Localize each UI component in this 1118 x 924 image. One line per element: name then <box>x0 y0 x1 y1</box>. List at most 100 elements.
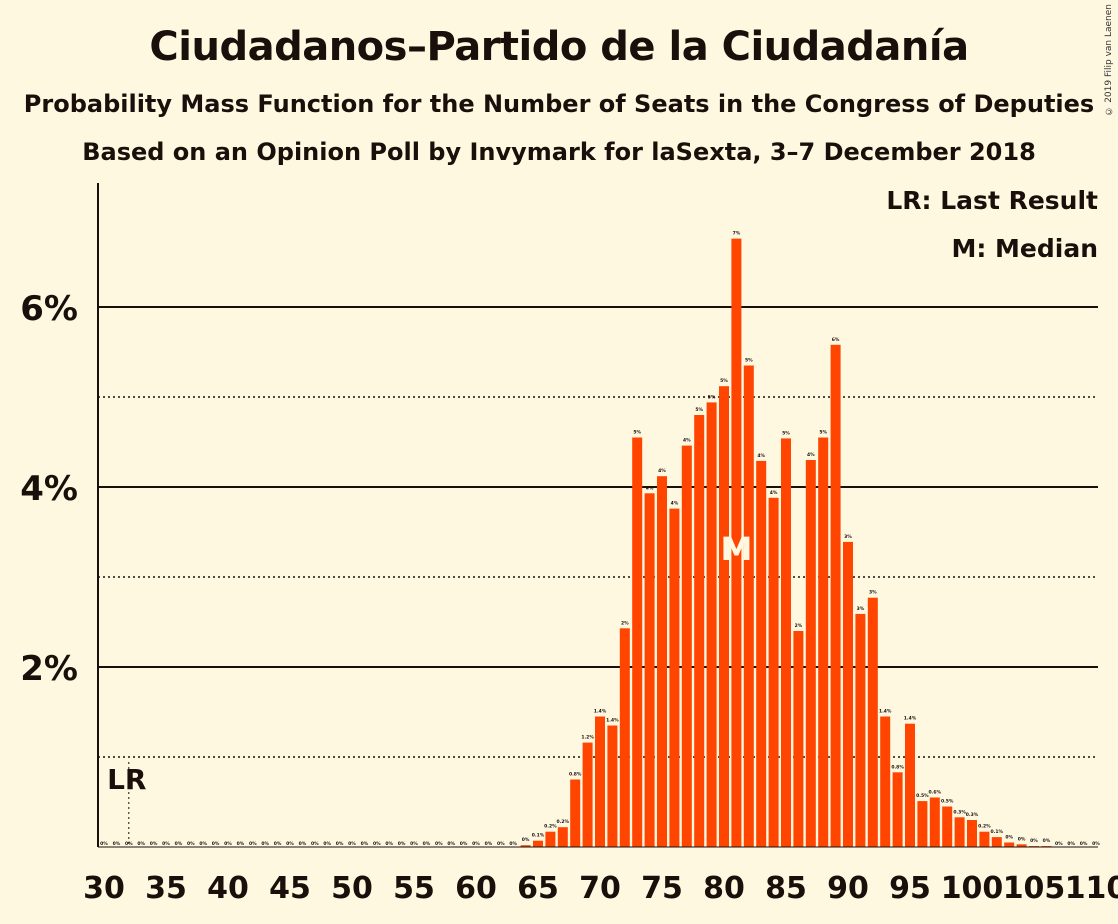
value-label: 0% <box>385 841 393 847</box>
value-label: 2% <box>795 623 803 629</box>
value-label: 0.8% <box>891 764 904 770</box>
x-tick-label: 110 <box>1065 871 1118 906</box>
x-tick-label: 90 <box>827 871 869 906</box>
value-label: 0.1% <box>532 833 545 839</box>
x-tick-label: 80 <box>703 871 745 906</box>
value-label: 0.3% <box>953 809 966 815</box>
bar <box>533 840 543 847</box>
legend-median: M: Median <box>951 234 1098 263</box>
value-label: 0.6% <box>929 790 942 796</box>
x-tick-label: 30 <box>83 871 125 906</box>
bar <box>719 386 729 847</box>
value-label: 0.5% <box>916 793 929 799</box>
bar <box>905 723 915 847</box>
value-label: 0% <box>199 841 207 847</box>
value-label: 3% <box>857 606 865 612</box>
x-tick-label: 45 <box>269 871 311 906</box>
bar <box>967 820 977 847</box>
bar <box>1016 844 1027 847</box>
median-label: M <box>720 530 752 568</box>
bars <box>520 238 1052 848</box>
value-label: 0% <box>447 841 455 847</box>
value-label: 7% <box>733 231 741 237</box>
value-label: 0% <box>1030 838 1038 844</box>
value-label: 0% <box>311 841 319 847</box>
value-label: 0% <box>348 841 356 847</box>
value-label: 4% <box>646 485 654 491</box>
bar <box>855 613 866 847</box>
bar <box>979 831 990 847</box>
value-label: 2% <box>621 620 629 626</box>
value-label: 0% <box>150 841 158 847</box>
value-label: 0% <box>509 841 517 847</box>
value-label: 1.4% <box>904 716 917 722</box>
value-label: 0% <box>1018 836 1026 842</box>
value-label: 0% <box>1005 835 1013 841</box>
value-label: 0.5% <box>941 799 954 805</box>
bar <box>657 476 667 847</box>
value-label: 3% <box>844 534 852 540</box>
x-tick-label: 65 <box>517 871 559 906</box>
bar <box>595 716 605 847</box>
value-label: 5% <box>633 430 641 436</box>
value-label: 0% <box>336 841 344 847</box>
y-tick-label: 4% <box>20 469 78 509</box>
value-label: 0% <box>1055 841 1063 847</box>
value-label: 0% <box>1043 838 1051 844</box>
bar <box>731 238 742 848</box>
value-label: 5% <box>782 430 790 436</box>
bar <box>694 415 705 847</box>
value-label: 6% <box>832 337 840 343</box>
bar <box>929 797 940 847</box>
value-label: 0% <box>522 837 530 843</box>
value-label: 4% <box>757 453 765 459</box>
value-label: 0% <box>423 841 431 847</box>
value-label: 1.4% <box>606 718 619 724</box>
bar <box>805 460 816 847</box>
value-label: 0% <box>1067 841 1075 847</box>
value-label: 0% <box>237 841 245 847</box>
bar <box>892 772 903 847</box>
bar <box>880 716 891 847</box>
legend-last-result: LR: Last Result <box>886 186 1098 215</box>
bar <box>942 806 953 847</box>
value-label: 0% <box>299 841 307 847</box>
value-label: 0% <box>224 841 232 847</box>
bar <box>619 628 630 847</box>
value-label: 0% <box>323 841 331 847</box>
bar <box>1004 842 1015 847</box>
bar <box>830 344 841 847</box>
value-label: 0% <box>497 841 505 847</box>
value-label: 1.2% <box>581 735 594 741</box>
bar <box>843 541 853 847</box>
value-label: 4% <box>658 468 666 474</box>
bar <box>582 742 593 847</box>
bar <box>520 845 531 847</box>
bar <box>706 402 717 847</box>
bar <box>768 497 779 847</box>
value-label: 0% <box>212 841 220 847</box>
bar <box>557 827 568 847</box>
y-tick-label: 2% <box>20 649 78 689</box>
x-tick-label: 85 <box>765 871 807 906</box>
value-label: 0% <box>398 841 406 847</box>
value-label: 0% <box>1080 841 1088 847</box>
bar <box>545 831 556 847</box>
value-label: 4% <box>671 501 679 507</box>
bar <box>570 779 581 847</box>
value-label: 4% <box>807 452 815 458</box>
value-label: 0% <box>472 841 480 847</box>
bar <box>818 437 829 847</box>
value-label: 0.2% <box>557 819 570 825</box>
chart-title: Ciudadanos–Partido de la Ciudadanía <box>149 24 969 70</box>
y-tick-label: 6% <box>20 289 78 329</box>
chart-subtitle-source: Based on an Opinion Poll by Invymark for… <box>82 138 1036 166</box>
bar <box>644 493 655 847</box>
value-label: 0.1% <box>991 829 1004 835</box>
value-label: 5% <box>708 394 716 400</box>
chart-subtitle: Probability Mass Function for the Number… <box>23 90 1095 118</box>
value-label: 0% <box>162 841 170 847</box>
value-label: 0.8% <box>569 772 582 778</box>
markers: LR M <box>107 530 752 847</box>
value-label: 1.4% <box>879 709 892 715</box>
